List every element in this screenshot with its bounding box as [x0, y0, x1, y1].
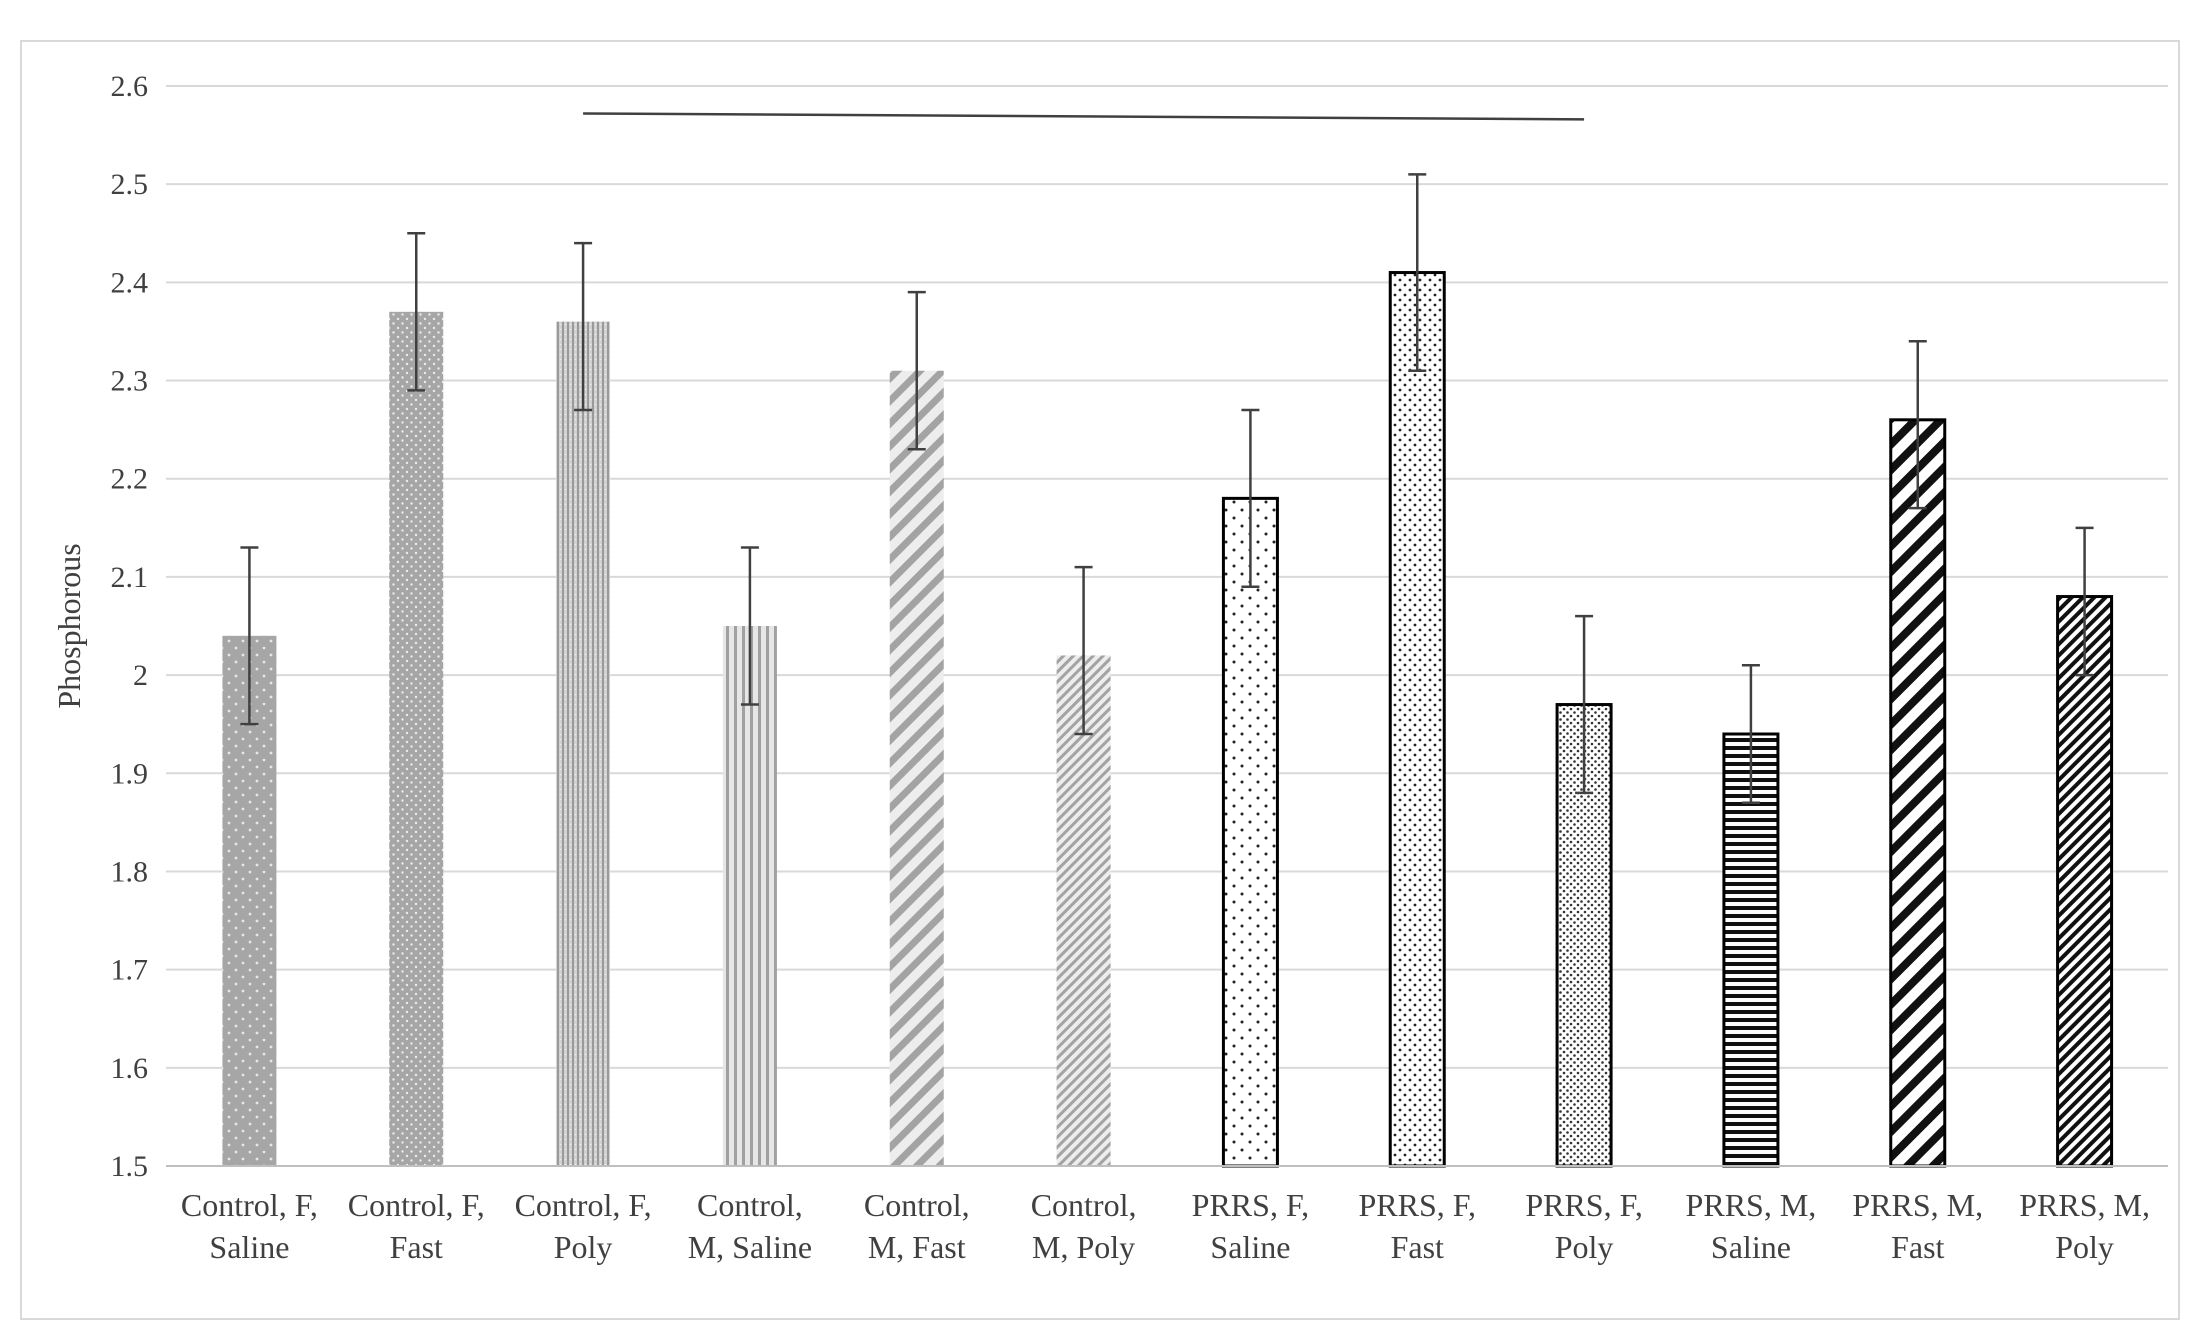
labels: 1.5 1.6 1.7 1.8 1.9 2 2.1 2.2 2.3 2.4 2.5 2.6 Contro…	[51, 70, 2150, 1265]
x-tick-label: Control, M, Fast	[864, 1187, 970, 1265]
x-tick-label: PRRS, M, Poly	[2019, 1187, 2150, 1265]
y-tick-label: 2.2	[111, 463, 149, 496]
x-tick-label: PRRS, F, Poly	[1525, 1187, 1643, 1265]
x-tick-label: Control, M, Poly	[1031, 1187, 1137, 1265]
error-bars	[240, 173, 2094, 804]
x-tick-label: PRRS, M, Saline	[1686, 1187, 1817, 1265]
y-tick-label: 2.4	[111, 266, 149, 299]
x-tick-label: Control, M, Saline	[688, 1187, 812, 1265]
bar-chart: 1.5 1.6 1.7 1.8 1.9 2 2.1 2.2 2.3 2.4 2.5 2.6 Contro…	[51, 70, 2168, 1265]
y-axis-title: Phosphorous	[51, 543, 87, 708]
x-tick-label: Control, F, Saline	[181, 1187, 318, 1265]
axes	[166, 112, 2168, 1167]
x-tick-label: PRRS, M, Fast	[1852, 1187, 1983, 1265]
bar	[389, 311, 444, 1166]
y-tick-label: 2.3	[111, 365, 149, 398]
bar	[1221, 496, 1279, 1168]
x-tick-label: PRRS, F, Saline	[1192, 1187, 1310, 1265]
y-tick-label: 1.6	[111, 1052, 149, 1085]
y-tick-label: 2	[133, 659, 148, 692]
y-tick-label: 2.5	[111, 168, 149, 201]
bar	[1388, 271, 1446, 1168]
gridlines	[166, 85, 2168, 1069]
y-tick-label: 2.1	[111, 561, 149, 594]
significance-line	[583, 112, 1585, 121]
bars	[222, 271, 2114, 1168]
bar	[556, 321, 611, 1166]
bar	[889, 370, 944, 1166]
y-tick-label: 1.5	[111, 1150, 149, 1183]
x-tick-label: Control, F, Poly	[515, 1187, 652, 1265]
y-tick-label: 2.6	[111, 70, 149, 103]
x-tick-label: Control, F, Fast	[348, 1187, 485, 1265]
y-tick-label: 1.7	[111, 954, 149, 987]
y-tick-label: 1.8	[111, 855, 149, 888]
x-tick-label: PRRS, F, Fast	[1358, 1187, 1476, 1265]
bar	[1889, 418, 1947, 1168]
y-tick-label: 1.9	[111, 757, 149, 790]
bar	[1722, 732, 1780, 1168]
bar	[1056, 655, 1111, 1166]
chart-frame: 1.5 1.6 1.7 1.8 1.9 2 2.1 2.2 2.3 2.4 2.5 2.6 Contro…	[20, 40, 2180, 1320]
bar	[2056, 595, 2114, 1168]
bar	[722, 626, 777, 1166]
